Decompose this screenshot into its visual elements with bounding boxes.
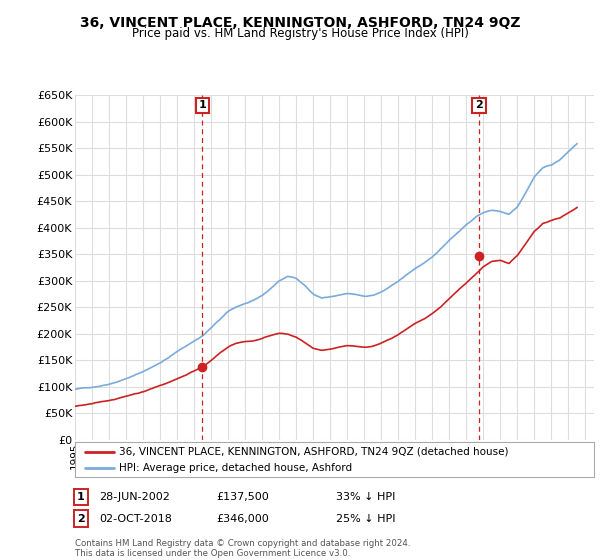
Text: £137,500: £137,500 <box>216 492 269 502</box>
Text: 02-OCT-2018: 02-OCT-2018 <box>99 514 172 524</box>
Text: 28-JUN-2002: 28-JUN-2002 <box>99 492 170 502</box>
Text: 25% ↓ HPI: 25% ↓ HPI <box>336 514 395 524</box>
Text: 36, VINCENT PLACE, KENNINGTON, ASHFORD, TN24 9QZ: 36, VINCENT PLACE, KENNINGTON, ASHFORD, … <box>80 16 520 30</box>
Text: 36, VINCENT PLACE, KENNINGTON, ASHFORD, TN24 9QZ (detached house): 36, VINCENT PLACE, KENNINGTON, ASHFORD, … <box>119 447 509 457</box>
Text: Price paid vs. HM Land Registry's House Price Index (HPI): Price paid vs. HM Land Registry's House … <box>131 27 469 40</box>
Text: Contains HM Land Registry data © Crown copyright and database right 2024.: Contains HM Land Registry data © Crown c… <box>75 539 410 548</box>
Text: HPI: Average price, detached house, Ashford: HPI: Average price, detached house, Ashf… <box>119 463 352 473</box>
Text: 1: 1 <box>77 492 85 502</box>
Text: 2: 2 <box>475 100 483 110</box>
Text: This data is licensed under the Open Government Licence v3.0.: This data is licensed under the Open Gov… <box>75 549 350 558</box>
Text: 2: 2 <box>77 514 85 524</box>
Text: £346,000: £346,000 <box>216 514 269 524</box>
Text: 33% ↓ HPI: 33% ↓ HPI <box>336 492 395 502</box>
Text: 1: 1 <box>199 100 206 110</box>
